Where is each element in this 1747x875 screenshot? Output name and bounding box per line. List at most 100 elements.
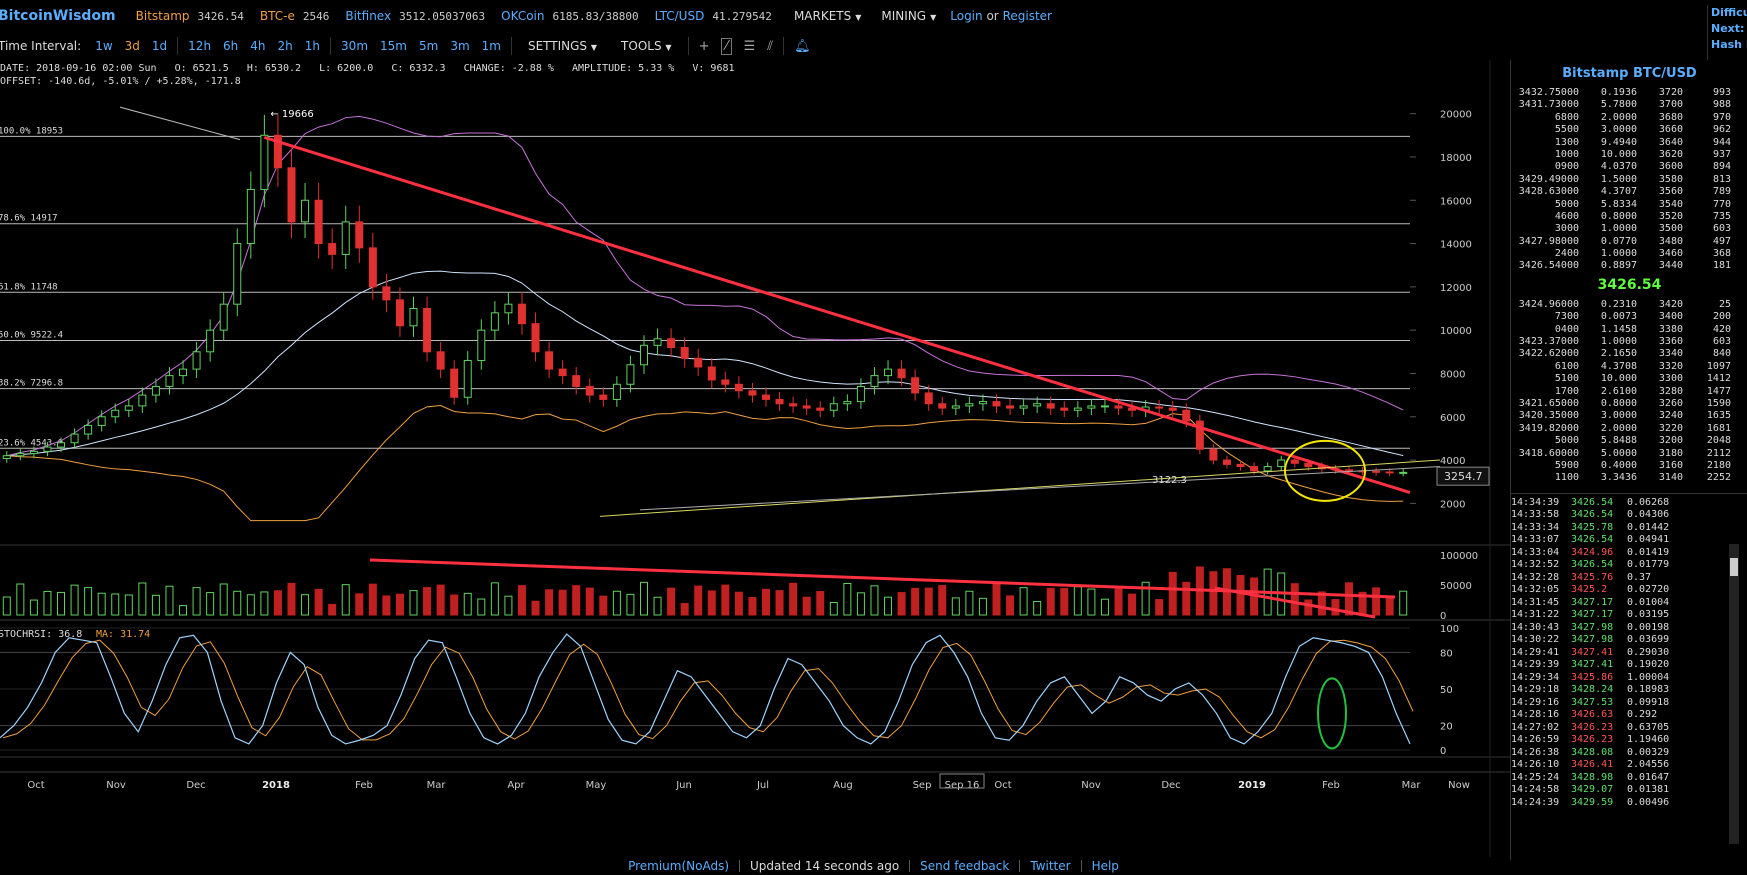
rsi-ma-label: MA: 31.74	[96, 629, 150, 640]
markets-menu[interactable]: MARKETS ▼	[794, 9, 861, 23]
volume-bar	[138, 582, 147, 616]
ask-cell: 5.7800	[1600, 99, 1637, 111]
alert-bell-icon[interactable]: 🔔︎	[794, 38, 811, 54]
candle-body	[1128, 407, 1137, 411]
x-tick-label: Feb	[1322, 780, 1340, 791]
login-link[interactable]: Login	[950, 9, 983, 23]
interval-1d[interactable]: 1d	[151, 39, 168, 53]
interval-5m[interactable]: 5m	[418, 39, 439, 53]
candle-body	[124, 405, 133, 411]
ask-cell: 5500	[1554, 124, 1579, 136]
interval-3m[interactable]: 3m	[450, 39, 470, 53]
bid-cell: 2048	[1706, 435, 1731, 447]
candle-body	[273, 134, 282, 169]
bid-row: 7300 0.0073 3400 200	[1511, 311, 1747, 323]
candle-body	[1372, 470, 1381, 473]
interval-6h[interactable]: 6h	[223, 39, 239, 53]
candle-body	[287, 167, 296, 223]
trade-amount: 0.01381	[1627, 784, 1670, 796]
orderbook-asks: 3432.75000 0.1936 3720 993 3431.73000 5.7800 3…	[1511, 87, 1747, 273]
trendline-icon[interactable]: ⁄	[721, 37, 732, 55]
ticker-okcoin[interactable]: OKCoin 6185.83/38800	[501, 9, 638, 23]
candle-body	[789, 403, 798, 407]
ask-cell: 3660	[1658, 124, 1683, 136]
bid-row: 6100 4.3708 3320 1097	[1511, 361, 1747, 373]
crosshair-icon[interactable]: +	[698, 38, 710, 54]
interval-1m[interactable]: 1m	[481, 39, 501, 53]
bid-cell: 1635	[1706, 410, 1731, 422]
volume-bar	[951, 597, 960, 616]
ask-cell: 5000	[1554, 198, 1579, 210]
settings-dropdown[interactable]: SETTINGS ▼	[528, 39, 597, 53]
footer: Premium(NoAds) Updated 14 seconds ago Se…	[0, 857, 1747, 875]
candle-body	[924, 392, 933, 405]
candle-body	[43, 446, 52, 452]
ask-cell: 9.4940	[1600, 136, 1637, 148]
trade-row: 14:31:45 3427.17 0.01004	[1511, 597, 1747, 610]
trade-amount: 0.00198	[1627, 621, 1670, 633]
scrollbar-thumb[interactable]	[1730, 558, 1738, 576]
bid-row: 3419.82000 2.0000 3220 1681	[1511, 423, 1747, 435]
tools-dropdown[interactable]: TOOLS ▼	[621, 39, 672, 53]
interval-4h[interactable]: 4h	[250, 39, 266, 53]
volume-bar	[477, 598, 486, 616]
ticker-bitstamp[interactable]: Bitstamp 3426.54	[136, 9, 244, 23]
ticker-ltcusd[interactable]: LTC/USD 41.279542	[655, 9, 772, 23]
candle-body	[1006, 405, 1015, 409]
trade-price: 3428.98	[1571, 771, 1614, 783]
help-link[interactable]: Help	[1091, 859, 1119, 873]
ask-cell: 813	[1712, 173, 1731, 185]
ticker-exchange: LTC/USD	[654, 9, 705, 23]
trade-row: 14:26:10 3426.41 2.04556	[1511, 759, 1747, 772]
interval-15m[interactable]: 15m	[380, 39, 407, 53]
trades-scrollbar[interactable]	[1729, 544, 1739, 844]
bid-cell: 2180	[1706, 459, 1731, 471]
candle-body	[1182, 409, 1191, 422]
interval-2h[interactable]: 2h	[277, 39, 293, 53]
trade-amount: 0.02720	[1627, 584, 1670, 596]
interval-1w[interactable]: 1w	[95, 39, 113, 53]
mining-menu[interactable]: MINING ▼	[881, 9, 936, 23]
fib-tool-icon[interactable]: ⫽	[767, 38, 774, 54]
volume-bar	[965, 590, 974, 616]
feedback-link[interactable]: Send feedback	[920, 859, 1010, 873]
candle-body	[694, 357, 703, 368]
interval-1h[interactable]: 1h	[304, 39, 321, 53]
bid-cell: 0.2310	[1600, 298, 1637, 310]
site-logo[interactable]: BitcoinWisdom	[0, 8, 116, 24]
trade-time: 14:31:22	[1511, 609, 1560, 621]
volume-bar	[246, 594, 255, 616]
ask-cell: 988	[1712, 99, 1731, 111]
fib-label: 38.2% 7296.8	[0, 379, 63, 389]
volume-bar	[517, 585, 526, 616]
volume-bar	[748, 596, 757, 616]
fib-label: 50.0% 9522.4	[0, 330, 63, 340]
volume-bar	[192, 587, 201, 616]
price-chart[interactable]: 100.0% 18953 78.6% 14917 61.8% 11748 50.0% …	[0, 60, 1510, 857]
ask-row: 1000 10.000 3620 937	[1511, 149, 1747, 161]
candle-body	[301, 199, 310, 223]
candle-body	[314, 199, 323, 245]
interval-3d[interactable]: 3d	[124, 39, 140, 53]
volume-bar	[572, 585, 581, 616]
fib-label: 78.6% 14917	[0, 214, 58, 224]
ticker-bitfinex[interactable]: Bitfinex 3512.05037063	[345, 9, 485, 23]
ticker-btce[interactable]: BTC-e 2546	[260, 9, 329, 23]
price-tick-label: 12000	[1440, 283, 1472, 294]
ask-cell: 3720	[1658, 87, 1683, 98]
interval-30m[interactable]: 30m	[341, 39, 369, 53]
premium-link[interactable]: Premium(NoAds)	[628, 859, 730, 873]
rsi-ma-line	[2, 639, 1414, 741]
bid-cell: 1590	[1706, 397, 1731, 409]
horizontal-lines-icon[interactable]: ☰	[743, 38, 756, 54]
twitter-link[interactable]: Twitter	[1030, 859, 1071, 873]
interval-12h[interactable]: 12h	[188, 39, 212, 53]
trade-row: 14:25:24 3428.98 0.01647	[1511, 772, 1747, 785]
volume-bar	[667, 587, 676, 616]
x-tick-label: 2019	[1238, 780, 1266, 791]
bid-cell: 3260	[1658, 397, 1683, 409]
bid-cell: 3280	[1658, 385, 1683, 397]
register-link[interactable]: Register	[1002, 9, 1052, 23]
orderbook-title[interactable]: Bitstamp BTC/USD	[1562, 66, 1697, 81]
volume-bar	[856, 592, 865, 616]
